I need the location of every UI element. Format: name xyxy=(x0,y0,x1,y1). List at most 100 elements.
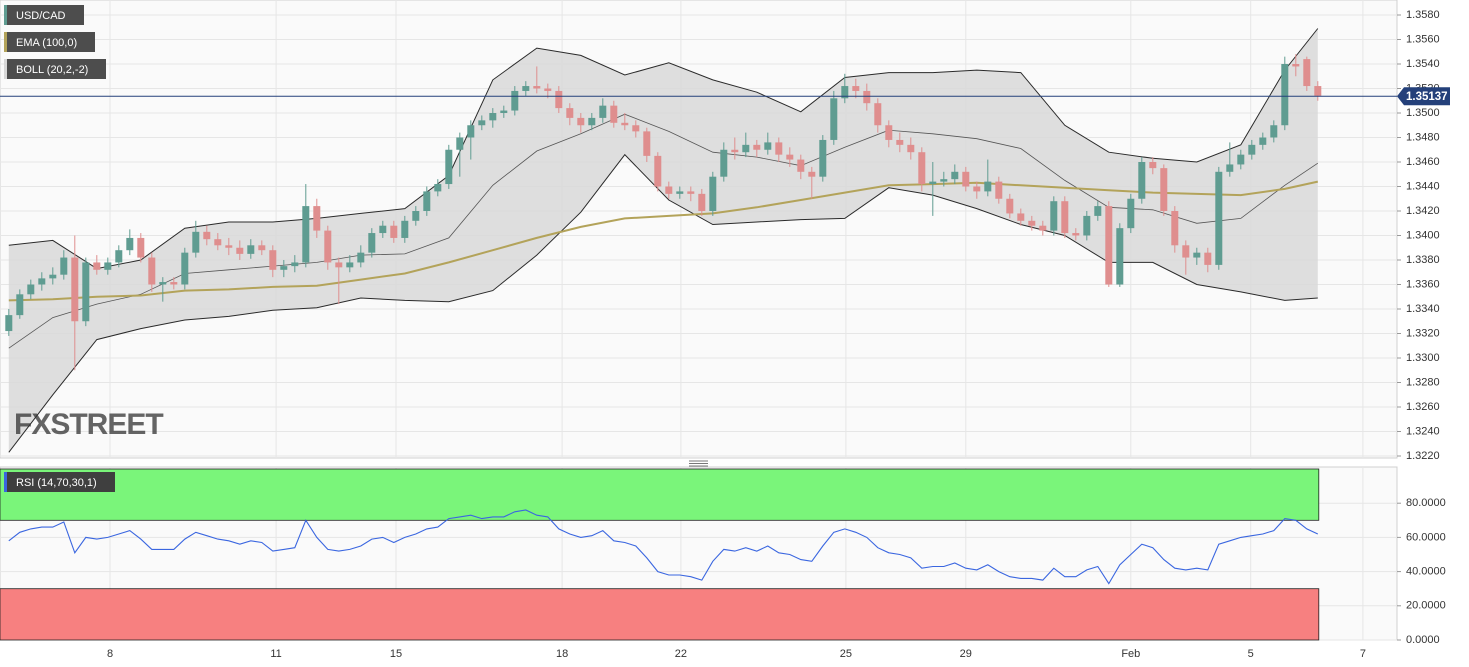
candle-body xyxy=(148,257,156,285)
candle-body xyxy=(764,142,772,150)
legend-label: USD/CAD xyxy=(16,10,66,22)
candle-body xyxy=(1193,252,1201,258)
candle-body xyxy=(445,149,453,185)
candle-body xyxy=(775,142,783,155)
candle-body xyxy=(1094,206,1102,216)
bollinger-fill xyxy=(8,28,1318,453)
candle-body xyxy=(742,144,750,153)
candle-body xyxy=(368,233,376,253)
candle-body xyxy=(1171,211,1179,246)
candle-body xyxy=(192,231,200,253)
x-tick-label: 29 xyxy=(960,648,972,660)
candle-body xyxy=(709,176,717,211)
candle-body xyxy=(533,86,541,89)
x-tick-label: 7 xyxy=(1360,648,1366,660)
candle-body xyxy=(1061,201,1069,234)
x-tick-label: 8 xyxy=(107,648,113,660)
candle-body xyxy=(412,211,420,221)
candle-body xyxy=(247,245,255,254)
legend-swatch xyxy=(4,32,7,52)
y-tick-label: 1.3300 xyxy=(1406,352,1440,364)
candle-body xyxy=(610,105,618,123)
candle-body xyxy=(544,88,552,91)
legend-swatch xyxy=(4,5,7,25)
x-tick-label: 18 xyxy=(556,648,568,660)
legend-box[interactable] xyxy=(4,5,84,25)
y-tick-label: 1.3360 xyxy=(1406,278,1440,290)
x-tick-label: 25 xyxy=(840,648,852,660)
candle-body xyxy=(346,262,354,268)
candle-body xyxy=(643,131,651,156)
candle-body xyxy=(1314,86,1322,96)
y-tick-label: 60.0000 xyxy=(1406,531,1446,543)
candle-body xyxy=(1050,201,1058,231)
candle-body xyxy=(225,245,233,248)
oversold-zone xyxy=(0,588,1320,641)
candle-body xyxy=(324,230,332,263)
candle-body xyxy=(698,193,706,211)
candle-body xyxy=(896,139,904,145)
candle-body xyxy=(676,191,684,194)
candle-body xyxy=(1248,144,1256,155)
y-tick-label: 1.3420 xyxy=(1406,205,1440,217)
y-tick-label: 1.3320 xyxy=(1406,327,1440,339)
candle-body xyxy=(60,257,68,275)
legend-swatch xyxy=(4,59,7,79)
candle-body xyxy=(962,171,970,187)
legend-swatch xyxy=(4,472,7,492)
candle-body xyxy=(566,108,574,118)
candle-body xyxy=(753,144,761,150)
last-price-label: 1.35137 xyxy=(1406,91,1448,103)
y-tick-label: 1.3540 xyxy=(1406,58,1440,70)
candle-body xyxy=(1237,154,1245,165)
candle-body xyxy=(1160,168,1168,211)
candle-body xyxy=(1182,245,1190,258)
candle-body xyxy=(423,191,431,211)
candle-body xyxy=(951,171,959,180)
y-tick-label: 1.3260 xyxy=(1406,401,1440,413)
candle-body xyxy=(16,294,24,316)
candle-body xyxy=(1259,137,1267,145)
plot-layer xyxy=(0,0,1397,641)
candle-body xyxy=(621,122,629,126)
legend-box[interactable] xyxy=(4,32,95,52)
y-tick-label: 1.3580 xyxy=(1406,9,1440,21)
y-tick-label: 1.3440 xyxy=(1406,180,1440,192)
candle-body xyxy=(335,262,343,268)
candle-body xyxy=(170,282,178,285)
y-tick-label: 0.0000 xyxy=(1406,634,1440,646)
candle-body xyxy=(478,120,486,126)
candle-body xyxy=(1083,215,1091,236)
candle-body xyxy=(115,250,123,263)
candle-body xyxy=(1072,233,1080,236)
panel-divider[interactable] xyxy=(689,460,708,467)
y-tick-label: 40.0000 xyxy=(1406,566,1446,578)
candle-body xyxy=(808,171,816,177)
candle-body xyxy=(390,225,398,238)
candle-body xyxy=(93,262,101,270)
candle-body xyxy=(1028,220,1036,226)
candle-body xyxy=(1127,198,1135,229)
y-tick-label: 1.3380 xyxy=(1406,254,1440,266)
candle-body xyxy=(291,262,299,267)
candle-body xyxy=(830,98,838,140)
candle-body xyxy=(71,257,79,322)
y-tick-label: 1.3240 xyxy=(1406,425,1440,437)
candle-body xyxy=(786,154,794,160)
y-tick-label: 1.3560 xyxy=(1406,33,1440,45)
legend-box[interactable] xyxy=(4,59,106,79)
candle-body xyxy=(236,247,244,254)
legend-box[interactable] xyxy=(4,472,115,492)
candle-body xyxy=(1270,125,1278,138)
y-tick-label: 1.3280 xyxy=(1406,376,1440,388)
rsi-line xyxy=(8,509,1319,585)
candle-body xyxy=(1017,213,1025,221)
candle-body xyxy=(577,117,585,126)
candle-body xyxy=(159,282,167,285)
x-tick-label: Feb xyxy=(1121,648,1140,660)
candle-body xyxy=(522,86,530,91)
candle-body xyxy=(995,181,1003,199)
candle-body xyxy=(302,206,310,263)
candle-body xyxy=(687,191,695,194)
